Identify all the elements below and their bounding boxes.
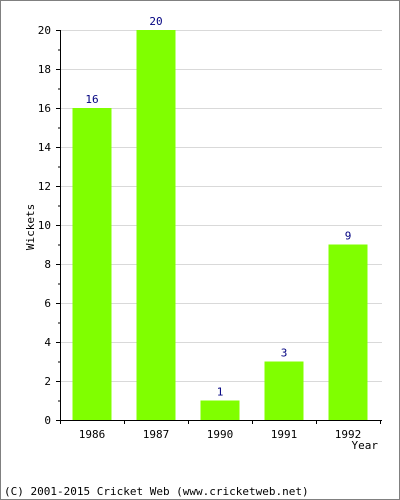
- bar: [136, 30, 176, 420]
- y-tick-label: 12: [38, 180, 51, 193]
- bar: [72, 108, 112, 420]
- axes: [60, 30, 382, 424]
- copyright-footer: (C) 2001-2015 Cricket Web (www.cricketwe…: [4, 485, 309, 498]
- bar: [200, 400, 240, 420]
- bar: [328, 244, 368, 420]
- bars: [72, 30, 368, 420]
- data-labels: 16 20 1 3 9: [85, 15, 351, 399]
- bar: [264, 361, 304, 420]
- y-tick-label: 16: [38, 102, 51, 115]
- y-tick-label: 6: [44, 297, 51, 310]
- data-label: 20: [149, 15, 162, 28]
- x-axis-label: Year: [352, 439, 379, 452]
- y-tick-label: 14: [38, 141, 52, 154]
- grid-lines: [60, 30, 382, 382]
- data-label: 16: [85, 93, 98, 106]
- data-label: 9: [345, 230, 352, 243]
- y-axis-label: Wickets: [24, 204, 37, 250]
- data-label: 1: [217, 386, 224, 399]
- y-tick-label: 4: [44, 336, 51, 349]
- x-tick-label: 1991: [271, 428, 298, 441]
- x-tick-label: 1990: [207, 428, 234, 441]
- y-tick-label: 20: [38, 24, 51, 37]
- ticks: [56, 30, 381, 424]
- x-tick-label: 1992: [335, 428, 362, 441]
- x-tick-label: 1986: [79, 428, 106, 441]
- data-label: 3: [281, 347, 288, 360]
- y-tick-label: 0: [44, 414, 51, 427]
- y-tick-label: 10: [38, 219, 51, 232]
- y-tick-label: 8: [44, 258, 51, 271]
- x-tick-label: 1987: [143, 428, 170, 441]
- tick-labels: 0 2 4 6 8 10 12 14 16 18 20 1986 1987 1990 1991 1992: [38, 24, 362, 441]
- y-tick-label: 2: [44, 375, 51, 388]
- y-tick-label: 18: [38, 63, 51, 76]
